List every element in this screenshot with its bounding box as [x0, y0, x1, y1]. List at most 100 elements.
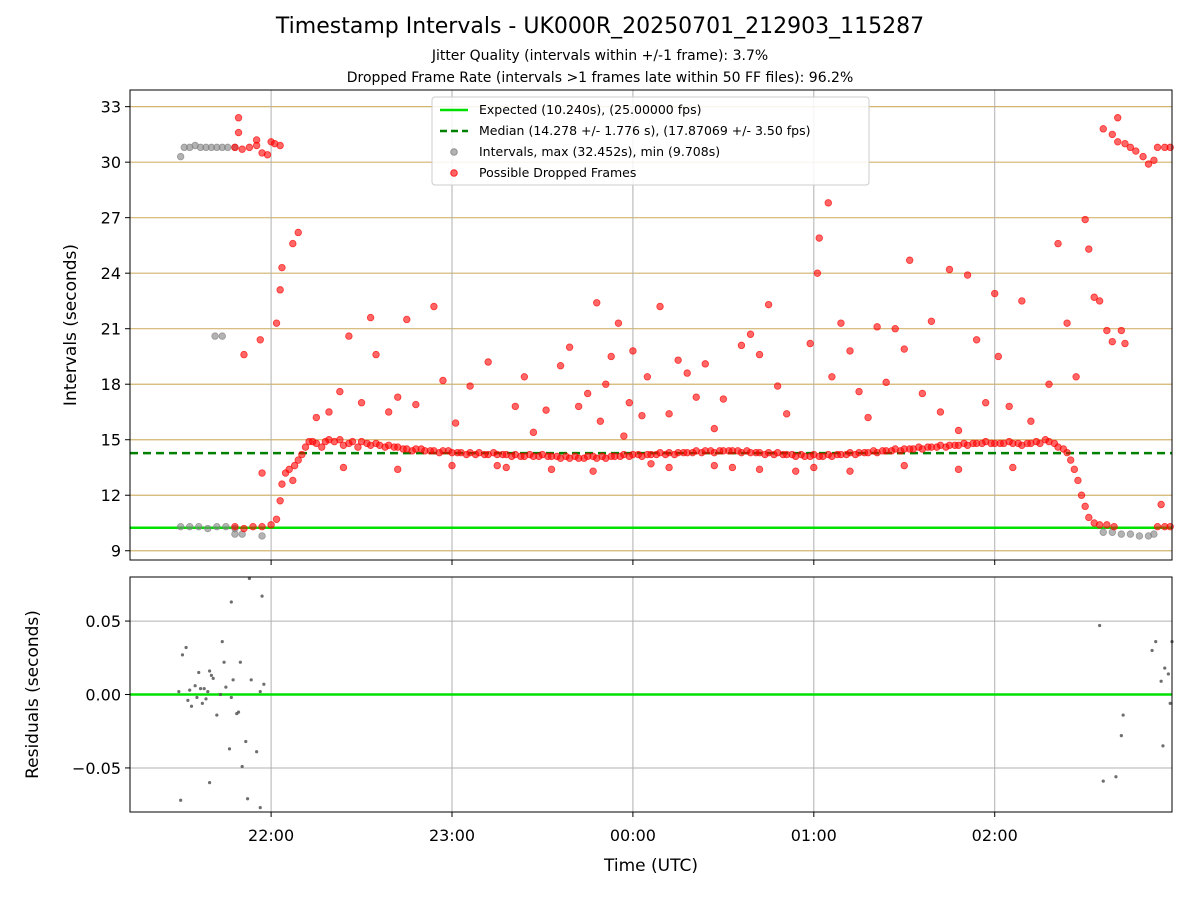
interval-point: [211, 332, 219, 340]
intervals-y-tick-label: 27: [101, 209, 121, 228]
residuals-y-ticks: 0.05 0.00 −0.05: [72, 612, 130, 778]
dropped-frame-point: [755, 465, 764, 474]
residual-point: [1166, 672, 1170, 676]
dropped-frame-point: [1036, 439, 1044, 448]
dropped-frame-point: [336, 387, 344, 396]
interval-point: [231, 530, 239, 538]
interval-point: [223, 143, 232, 152]
dropped-frame-point: [1018, 297, 1026, 305]
dropped-frame-point: [1072, 373, 1080, 381]
residual-point: [179, 798, 183, 802]
residual-point: [260, 594, 264, 598]
residual-point: [207, 781, 212, 785]
time-x-tick-label: 23:00: [429, 826, 475, 845]
dropped-frame-point: [900, 461, 908, 470]
dropped-frame-point: [1085, 513, 1093, 522]
residual-point: [1101, 779, 1105, 783]
dropped-frame-point: [991, 289, 999, 298]
dropped-frame-point: [905, 256, 914, 264]
dropped-frame-point: [846, 347, 854, 355]
residuals-y-axis-label: Residuals (seconds): [23, 610, 43, 779]
dropped-frame-point: [1070, 465, 1079, 474]
residual-point: [1119, 734, 1123, 738]
legend: Expected (10.240s), (25.00000 fps) Media…: [431, 96, 870, 186]
dropped-frame-point: [272, 515, 281, 523]
dropped-frame-point: [231, 143, 239, 152]
time-x-tick-label: 01:00: [791, 826, 837, 845]
dropped-frame-point: [764, 300, 773, 309]
dropped-frame-point: [1074, 476, 1082, 485]
residual-point: [1114, 775, 1118, 779]
dropped-frame-point: [278, 263, 286, 272]
residual-point: [249, 678, 253, 682]
dropped-frame-point: [276, 497, 284, 505]
residual-point: [200, 701, 204, 705]
dropped-frame-point: [643, 373, 652, 381]
intervals-y-tick-label: 9: [111, 542, 121, 561]
dropped-frame-point: [1099, 125, 1107, 133]
dropped-frame-point: [701, 360, 709, 368]
dropped-frame-point: [290, 461, 299, 470]
dropped-frame-point: [384, 408, 393, 416]
residual-point: [1161, 744, 1165, 748]
dropped-frame-point: [656, 302, 664, 311]
interval-point: [213, 522, 221, 531]
dropped-frame-point: [234, 128, 243, 137]
dropped-frame-point: [954, 426, 963, 435]
interval-point: [1099, 528, 1107, 536]
dropped-frame-point: [448, 461, 456, 470]
dropped-frame-point: [891, 325, 899, 333]
dropped-frame-point: [1081, 502, 1089, 511]
time-x-tick-label: 22:00: [248, 826, 294, 845]
residual-point: [211, 676, 215, 680]
dropped-frame-point: [620, 432, 628, 440]
dropped-frame-point: [294, 228, 302, 237]
dropped-frame-point: [806, 339, 814, 348]
dropped-frame-point: [1108, 337, 1117, 346]
dropped-frame-point: [1095, 297, 1104, 305]
dropped-frame-point: [1103, 521, 1111, 529]
residuals-panel: 0.050.00−0.05 22:00 23:00 00:00 01:00 02:00 …: [23, 576, 1174, 876]
dropped-frame-point: [1090, 293, 1098, 301]
dropped-frame-point: [755, 350, 764, 359]
dropped-frame-point: [815, 234, 823, 242]
dropped-frame-point: [900, 345, 908, 353]
dropped-frame-point: [289, 239, 297, 248]
dropped-frame-point: [824, 199, 832, 207]
dropped-frame-point: [258, 522, 266, 531]
dropped-frame-point: [614, 319, 623, 327]
dropped-frame-point: [1063, 319, 1071, 327]
dropped-frame-point: [828, 373, 836, 381]
dropped-frame-point: [837, 319, 845, 327]
dropped-frame-point: [710, 424, 719, 433]
residual-point: [255, 750, 259, 754]
intervals-y-axis-label: Intervals (seconds): [61, 244, 81, 406]
dropped-frame-point: [773, 382, 782, 390]
residual-point: [240, 764, 244, 769]
legend-intervals-label: Intervals, max (32.452s), min (9.708s): [479, 144, 720, 159]
dropped-frame-point: [403, 315, 411, 324]
dropped-frame-point: [547, 465, 556, 474]
intervals-y-tick-label: 12: [101, 486, 121, 505]
dropped-frame-point: [589, 467, 597, 475]
legend-intervals-swatch: [450, 148, 458, 156]
legend-box: [431, 96, 870, 186]
interval-point: [185, 522, 194, 531]
dropped-frame-point: [278, 480, 286, 488]
dropped-frame-point: [301, 443, 310, 451]
dropped-frame-point: [1121, 139, 1129, 148]
dropped-frame-point: [339, 463, 348, 472]
dropped-frame-point: [1009, 463, 1017, 472]
dropped-frame-point: [312, 439, 321, 448]
dropped-frame-point: [394, 393, 402, 401]
dropped-frame-point: [1121, 339, 1129, 348]
residual-point: [1121, 713, 1125, 717]
dropped-frame-point: [1081, 215, 1089, 224]
dropped-frame-point: [520, 373, 529, 381]
dropped-frame-point: [638, 411, 646, 420]
dropped-frame-point: [312, 413, 321, 422]
dropped-frame-point: [963, 271, 972, 279]
dropped-frame-point: [1166, 143, 1174, 152]
dropped-frame-point: [596, 417, 605, 425]
interval-point: [1126, 530, 1135, 538]
